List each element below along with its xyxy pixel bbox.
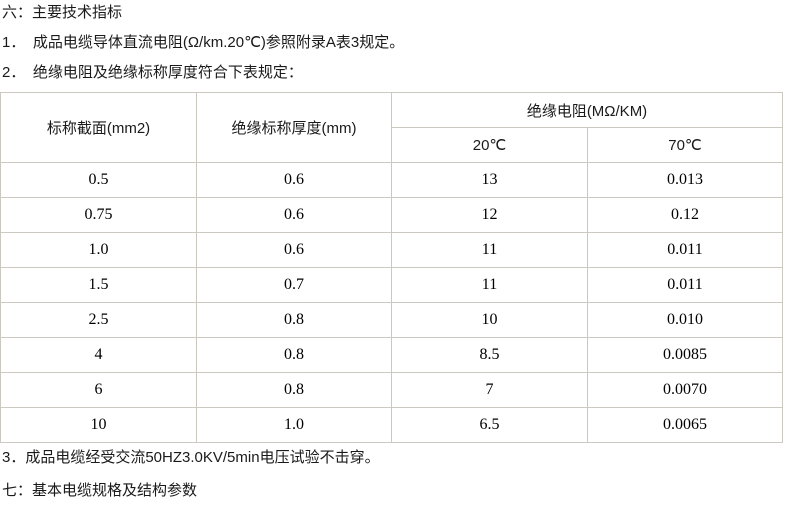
table-cell: 0.011: [587, 267, 783, 303]
table-cell: 0.013: [587, 162, 783, 198]
table-cell: 0.75: [0, 197, 197, 233]
table-cell: 1.0: [196, 407, 392, 443]
table-cell: 8.5: [391, 337, 588, 373]
table-header-row-1: 标称截面(mm2) 绝缘标称厚度(mm) 绝缘电阻(MΩ/KM): [0, 92, 783, 163]
table-cell: 0.7: [196, 267, 392, 303]
table-cell: 10: [391, 302, 588, 338]
table-row: 4 0.8 8.5 0.0085: [0, 337, 783, 373]
insulation-resistance-table: 标称截面(mm2) 绝缘标称厚度(mm) 绝缘电阻(MΩ/KM) 20℃ 70℃…: [0, 92, 783, 443]
header-insulation-thickness: 绝缘标称厚度(mm): [196, 92, 392, 163]
table-cell: 10: [0, 407, 197, 443]
table-cell: 0.12: [587, 197, 783, 233]
header-insulation-resistance-group: 绝缘电阻(MΩ/KM): [391, 92, 783, 128]
table-cell: 6: [0, 372, 197, 408]
header-70c: 70℃: [587, 127, 783, 163]
table-cell: 0.6: [196, 232, 392, 268]
table-cell: 1.5: [0, 267, 197, 303]
table-cell: 2.5: [0, 302, 197, 338]
table-cell: 0.8: [196, 372, 392, 408]
section-heading-7: 七：基本电缆规格及结构参数: [2, 482, 198, 499]
table-cell: 11: [391, 267, 588, 303]
table-header-row-2: 20℃ 70℃: [1, 127, 783, 163]
table-row: 6 0.8 7 0.0070: [0, 372, 783, 408]
table-cell: 13: [391, 162, 588, 198]
table-cell: 0.8: [196, 302, 392, 338]
table-cell: 0.0065: [587, 407, 783, 443]
table-row: 2.5 0.8 10 0.010: [0, 302, 783, 338]
table-cell: 0.0070: [587, 372, 783, 408]
header-nominal-section: 标称截面(mm2): [0, 92, 197, 163]
table-row: 0.75 0.6 12 0.12: [0, 197, 783, 233]
section-heading-6: 六：主要技术指标: [2, 4, 123, 21]
table-cell: 0.011: [587, 232, 783, 268]
table-row: 0.5 0.6 13 0.013: [0, 162, 783, 198]
table-cell: 11: [391, 232, 588, 268]
table-cell: 0.0085: [587, 337, 783, 373]
table-cell: 0.010: [587, 302, 783, 338]
table-cell: 12: [391, 197, 588, 233]
table-row: 10 1.0 6.5 0.0065: [0, 407, 783, 443]
table-row: 1.5 0.7 11 0.011: [0, 267, 783, 303]
table-cell: 0.8: [196, 337, 392, 373]
table-cell: 4: [0, 337, 197, 373]
table-cell: 0.6: [196, 162, 392, 198]
spec-item-1: 1． 成品电缆导体直流电阻(Ω/km.20℃)参照附录A表3规定。: [2, 34, 405, 51]
table-cell: 7: [391, 372, 588, 408]
spec-item-3: 3．成品电缆经受交流50HZ3.0KV/5min电压试验不击穿。: [2, 449, 380, 466]
spec-item-2: 2． 绝缘电阻及绝缘标称厚度符合下表规定：: [2, 64, 303, 81]
table-row: 1.0 0.6 11 0.011: [0, 232, 783, 268]
table-cell: 6.5: [391, 407, 588, 443]
table-cell: 1.0: [0, 232, 197, 268]
table-cell: 0.5: [0, 162, 197, 198]
table-cell: 0.6: [196, 197, 392, 233]
header-20c: 20℃: [391, 127, 588, 163]
